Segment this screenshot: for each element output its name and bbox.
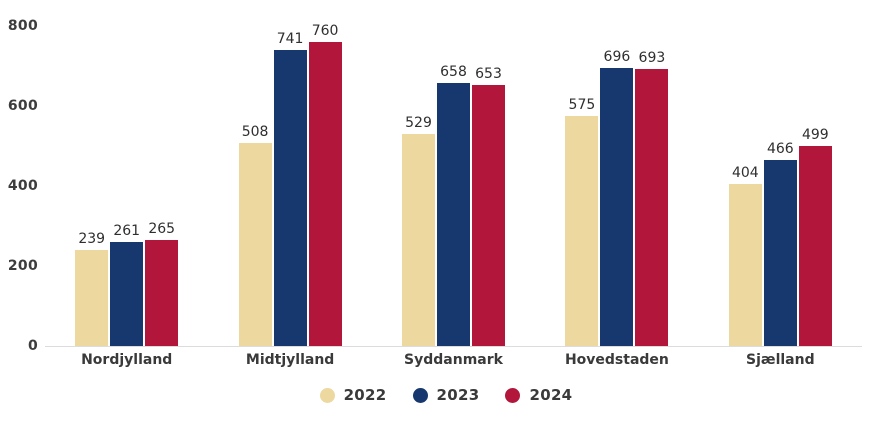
x-label-hovedstaden: Hovedstaden [564, 352, 669, 368]
bar-group-sjælland: 404 466 499 [699, 26, 862, 346]
bar-rect [273, 49, 307, 346]
x-label-midtjylland: Midtjylland [245, 352, 335, 368]
legend-item-2022[interactable]: 2022 [319, 386, 387, 404]
bar-group-nordjylland: 239 261 265 [45, 26, 208, 346]
bar-value-label: 741 [276, 30, 304, 47]
bar-midtjylland-2023: 741 [273, 31, 307, 346]
bar-syddanmark-2023: 658 [437, 64, 471, 346]
y-tick-label: 200 [7, 258, 38, 274]
bar-rect [238, 142, 272, 346]
legend-item-2024[interactable]: 2024 [505, 386, 572, 404]
legend-label: 2022 [343, 386, 387, 404]
bar-nordjylland-2024: 265 [145, 221, 179, 346]
bar-nordjylland-2023: 261 [110, 223, 144, 346]
y-tick-label: 600 [7, 98, 38, 114]
bar-rect [437, 82, 471, 346]
bar-group-syddanmark: 529 658 653 [372, 26, 535, 346]
y-tick-label: 400 [7, 178, 38, 194]
bar-hovedstaden-2024: 693 [635, 50, 669, 346]
bar-syddanmark-2024: 653 [472, 66, 506, 346]
bar-rect [145, 240, 179, 346]
bar-sjælland-2024: 499 [798, 127, 832, 346]
bar-value-label: 760 [311, 23, 339, 39]
bar-hovedstaden-2022: 575 [565, 97, 599, 346]
bar-value-label: 261 [113, 222, 141, 239]
y-tick-label: 0 [27, 338, 38, 354]
x-axis-labels: Nordjylland Midtjylland Syddanmark Hovedsta… [45, 352, 862, 368]
bar-value-label: 529 [405, 115, 432, 132]
bar-value-label: 466 [766, 140, 794, 157]
bar-hovedstaden-2023: 696 [600, 49, 634, 346]
bar-rect [402, 134, 436, 346]
y-tick-label: 800 [7, 18, 38, 34]
bar-rect [635, 68, 669, 346]
bar-value-label: 653 [475, 65, 502, 82]
legend-swatch-icon [412, 387, 428, 403]
legend-label: 2024 [529, 386, 573, 404]
bar-sjælland-2023: 466 [763, 141, 797, 346]
x-axis-line [45, 346, 862, 347]
bar-midtjylland-2024: 760 [308, 23, 342, 346]
bar-group-midtjylland: 508 741 760 [208, 23, 371, 346]
legend-label: 2023 [436, 386, 480, 404]
bar-value-label: 265 [148, 221, 176, 237]
bar-rect [763, 159, 797, 346]
bar-rect [75, 250, 109, 346]
legend-swatch-icon [319, 387, 335, 403]
bar-rect [798, 146, 832, 346]
bar-value-label: 239 [78, 231, 106, 248]
bar-nordjylland-2022: 239 [75, 231, 109, 346]
y-axis: 0 200 400 600 800 [0, 0, 38, 435]
legend: 2022 2023 2024 [0, 386, 892, 404]
bar-rect [472, 84, 506, 346]
bar-value-label: 404 [731, 165, 759, 182]
bar-value-label: 508 [241, 123, 269, 140]
plot-area: 239 261 265 508 741 760 529 658 653 575 696 693 404 4… [45, 23, 862, 346]
bar-value-label: 693 [638, 49, 666, 66]
bar-syddanmark-2022: 529 [402, 115, 436, 346]
bar-value-label: 696 [603, 48, 631, 65]
x-label-syddanmark: Syddanmark [404, 352, 503, 368]
bar-sjælland-2022: 404 [728, 165, 762, 346]
legend-swatch-icon [505, 387, 521, 403]
bar-value-label: 499 [801, 127, 829, 144]
bar-groups: 239 261 265 508 741 760 529 658 653 575 696 693 404 4… [45, 23, 862, 346]
bar-rect [110, 241, 144, 346]
bar-rect [308, 42, 342, 346]
bar-midtjylland-2022: 508 [238, 124, 272, 346]
bar-group-hovedstaden: 575 696 693 [535, 26, 698, 346]
bar-rect [565, 116, 599, 346]
bar-rect [728, 184, 762, 346]
x-label-nordjylland: Nordjylland [81, 352, 173, 368]
bar-value-label: 575 [568, 97, 596, 113]
bar-rect [600, 67, 634, 346]
x-label-sjælland: Sjælland [746, 352, 815, 368]
bar-value-label: 658 [440, 63, 467, 80]
legend-item-2023[interactable]: 2023 [412, 386, 480, 404]
